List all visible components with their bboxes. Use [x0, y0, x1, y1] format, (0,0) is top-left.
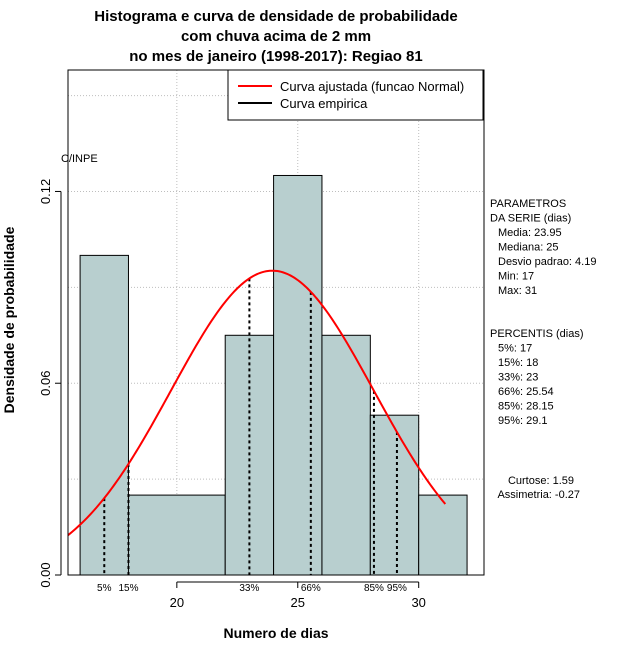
x-tick-label: 25 [291, 595, 305, 610]
percentis-line: 33%: 23 [498, 372, 538, 384]
legend-box [227, 69, 484, 121]
stats-line: Mediana: 25 [498, 242, 559, 254]
normal-curve [68, 269, 447, 536]
chart-title-line-2: com chuva acima de 2 mm [181, 28, 371, 45]
chart-title-line-3: no mes de janeiro (1998-2017): Regiao 81 [129, 48, 422, 65]
stats-line: Max: 31 [498, 285, 537, 297]
y-tick-label: 0.12 [38, 179, 53, 204]
percentis-line: PERCENTIS (dias) [490, 328, 584, 340]
y-axis-title: Densidade de probabilidade [1, 226, 17, 413]
percentile-summary: PERCENTIS (dias) 5%: 17 15%: 18 33%: 23 66%:… [490, 328, 584, 427]
legend-label-fitted: Curva ajustada (funcao Normal) [280, 79, 464, 94]
percentis-line: 95%: 29.1 [498, 415, 548, 427]
shape-statistics: Curtose: 1.59 Assimetria: -0.27 [497, 475, 580, 501]
histogram-bar [321, 334, 371, 576]
percentis-line: 5%: 17 [498, 343, 532, 355]
x-tick-label: 20 [170, 595, 184, 610]
legend: Curva ajustada (funcao Normal) Curva emp… [227, 69, 484, 121]
annotation-inpe: C/INPE [61, 153, 98, 165]
x-tick-label: 30 [411, 595, 425, 610]
stats-line: PARAMETROS [490, 198, 566, 210]
y-tick-label: 0.06 [38, 371, 53, 396]
x-axis-title: Numero de dias [223, 625, 328, 641]
percentile-label: 33% [239, 583, 259, 594]
percentile-lines: 5% 15% 33% 66% 85% 95% [97, 278, 407, 594]
histogram-bar [418, 494, 468, 576]
assimetria-line: Assimetria: -0.27 [497, 489, 580, 501]
percentis-line: 66%: 25.54 [498, 386, 554, 398]
histogram-bar [369, 414, 420, 576]
y-tick-label: 0.00 [38, 562, 53, 587]
percentile-label: 66% [301, 583, 321, 594]
stats-line: Media: 23.95 [498, 227, 562, 239]
stats-line: DA SERIE (dias) [490, 213, 571, 225]
histogram-bar [273, 174, 323, 576]
percentile-label: 95% [387, 583, 407, 594]
percentile-label: 85% [364, 583, 384, 594]
histogram-bar [127, 494, 226, 576]
percentile-label: 5% [97, 583, 112, 594]
histogram-bar [79, 254, 129, 576]
stats-line: Desvio padrao: 4.19 [498, 256, 596, 268]
stats-line: Min: 17 [498, 271, 534, 283]
curtose-line: Curtose: 1.59 [508, 475, 574, 487]
percentis-line: 15%: 18 [498, 357, 538, 369]
axes: 20 25 30 0.00 0.06 0.12 [38, 179, 426, 610]
series-parameters: PARAMETROS DA SERIE (dias) Media: 23.95 Med… [490, 198, 596, 297]
percentis-line: 85%: 28.15 [498, 401, 554, 413]
normal-curve-group [68, 269, 447, 536]
percentile-label: 15% [118, 583, 138, 594]
legend-label-empirical: Curva empirica [280, 96, 368, 111]
chart-title-line-1: Histograma e curva de densidade de proba… [94, 8, 457, 25]
histogram-bars [79, 174, 468, 576]
